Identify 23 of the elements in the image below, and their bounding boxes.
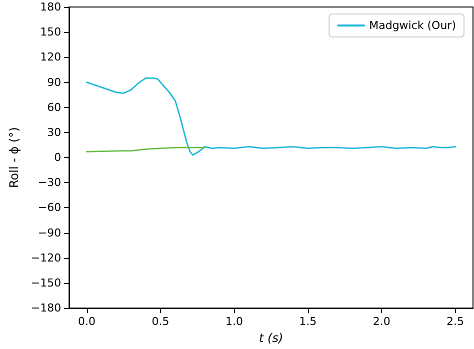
x-tick-label: 2.0: [372, 315, 390, 328]
x-tick-label: 1.5: [299, 315, 317, 328]
y-tick-label: −90: [38, 226, 62, 240]
y-tick-label: 120: [40, 50, 62, 64]
y-tick-label: 30: [47, 126, 62, 139]
x-tick-label: 1.0: [225, 315, 243, 328]
line-series: [86, 77, 456, 156]
y-tick-label: 60: [47, 100, 62, 114]
legend-label: Madgwick (Our): [369, 19, 456, 32]
x-tick-label: 2.5: [446, 315, 464, 328]
y-tick-label: −150: [30, 276, 62, 290]
y-tick-label: −30: [38, 176, 62, 190]
x-tick-label: 0.5: [152, 315, 170, 328]
x-axis-title: t (s): [258, 331, 284, 345]
y-tick-label: −120: [30, 251, 62, 264]
x-tick-label: 0.0: [78, 315, 96, 328]
y-tick-label: 90: [47, 76, 62, 89]
y-tick-label: 0: [54, 151, 62, 164]
y-tick-label: −180: [30, 302, 62, 315]
y-tick-label: 150: [40, 26, 62, 39]
y-axis-title: Roll - ϕ (°): [7, 127, 21, 188]
y-tick-label: 180: [40, 0, 62, 14]
y-tick-label: −60: [38, 201, 62, 214]
